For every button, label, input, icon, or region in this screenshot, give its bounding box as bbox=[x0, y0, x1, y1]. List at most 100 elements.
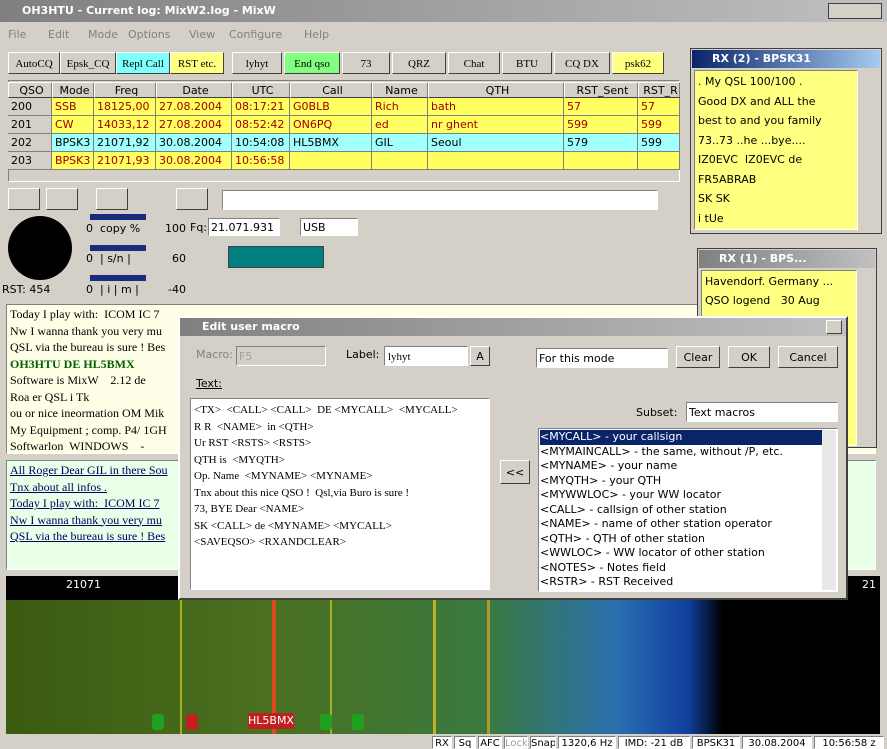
insert-button[interactable]: << bbox=[500, 460, 530, 484]
ok-button[interactable]: OK bbox=[728, 346, 770, 368]
macro-item[interactable]: <MYCALL> - your callsign bbox=[540, 430, 822, 445]
column-header: Call bbox=[290, 82, 372, 98]
mode-field[interactable]: USB bbox=[300, 218, 358, 236]
macro-text-line: <TX> <CALL> <CALL> DE <MYCALL> <MYCALL> bbox=[194, 402, 488, 418]
log-cell: 30.08.2004 bbox=[156, 152, 232, 170]
macro-item[interactable]: <NAME> - name of other station operator bbox=[540, 517, 822, 532]
macro-item[interactable]: <MYNAME> - your name bbox=[540, 459, 822, 474]
macro-button[interactable]: 73 bbox=[342, 52, 390, 74]
rx1-line: QSO logend 30 Aug bbox=[705, 291, 855, 310]
macro-item[interactable]: <WWLOC> - WW locator of other station bbox=[540, 546, 822, 561]
macro-item[interactable]: <CALL> - callsign of other station bbox=[540, 503, 822, 518]
subset-label: Subset: bbox=[636, 404, 684, 422]
channel-marker bbox=[320, 714, 332, 730]
freq-label: Fq: bbox=[190, 220, 208, 236]
rx2-line: SK SK bbox=[698, 189, 858, 208]
macro-item[interactable]: <MYMAINCALL> - the same, without /P, etc… bbox=[540, 445, 822, 460]
log-cell: 27.08.2004 bbox=[156, 116, 232, 134]
scope-combo[interactable]: For this mode bbox=[536, 348, 668, 368]
label-field[interactable]: lyhyt bbox=[384, 346, 468, 366]
log-cell: CW bbox=[52, 116, 94, 134]
tool-icon[interactable] bbox=[46, 188, 78, 210]
log-cell: 579 bbox=[564, 134, 638, 152]
log-cell: SSB bbox=[52, 98, 94, 116]
macro-item[interactable]: <MYQTH> - your QTH bbox=[540, 474, 822, 489]
log-cell: 21071,93 bbox=[94, 152, 156, 170]
font-button[interactable]: A bbox=[470, 346, 490, 366]
macro-combo[interactable]: F5 bbox=[236, 346, 326, 366]
tool-icon[interactable] bbox=[176, 188, 208, 210]
macro-button[interactable]: AutoCQ bbox=[8, 52, 60, 74]
status-field: Sq bbox=[454, 736, 476, 749]
gauge-max: 100 bbox=[160, 222, 186, 236]
macro-button[interactable]: Repl Call bbox=[116, 52, 170, 74]
status-field: 1320,6 Hz bbox=[558, 736, 616, 749]
macro-button[interactable]: Epsk_CQ bbox=[60, 52, 116, 74]
gauge-bar bbox=[90, 214, 146, 220]
freq-field[interactable]: 21.071.931 bbox=[208, 218, 280, 236]
status-field: BPSK31 bbox=[692, 736, 740, 749]
close-button[interactable] bbox=[826, 320, 842, 334]
tool-icon[interactable] bbox=[96, 188, 128, 210]
subset-combo[interactable]: Text macros bbox=[686, 402, 838, 422]
call-combo[interactable] bbox=[222, 190, 658, 210]
gauge-min: 0 bbox=[86, 222, 98, 236]
macro-item[interactable]: <MYWWLOC> - your WW locator bbox=[540, 488, 822, 503]
log-cell bbox=[428, 152, 564, 170]
column-header: RST_R bbox=[638, 82, 680, 98]
macro-text-line: 73, BYE Dear <NAME> bbox=[194, 501, 488, 517]
log-cell: 200 bbox=[8, 98, 52, 116]
signal-trace bbox=[487, 600, 490, 734]
menu-item[interactable]: File bbox=[8, 26, 42, 44]
macro-button[interactable]: End qso bbox=[284, 52, 340, 74]
log-cell: GIL bbox=[372, 134, 428, 152]
menu-item[interactable]: Options bbox=[128, 26, 183, 44]
tool-icon[interactable] bbox=[8, 188, 40, 210]
macro-button[interactable]: RST etc. bbox=[170, 52, 224, 74]
waterfall bbox=[6, 600, 880, 734]
macro-button[interactable]: lyhyt bbox=[232, 52, 282, 74]
menu-item[interactable]: Help bbox=[304, 26, 338, 44]
macro-button[interactable]: CQ DX bbox=[554, 52, 610, 74]
log-cell: 201 bbox=[8, 116, 52, 134]
log-cell: Seoul bbox=[428, 134, 564, 152]
channel-marker bbox=[186, 714, 198, 730]
log-cell: 599 bbox=[638, 116, 680, 134]
status-field: 30.08.2004 bbox=[742, 736, 812, 749]
menu-item[interactable]: Edit bbox=[48, 26, 82, 44]
macro-button[interactable]: QRZ bbox=[392, 52, 446, 74]
log-cell bbox=[290, 152, 372, 170]
log-cell: Rich bbox=[372, 98, 428, 116]
macro-item[interactable]: <QTH> - QTH of other station bbox=[540, 532, 822, 547]
gauge-min: 0 bbox=[86, 252, 98, 266]
signal-trace bbox=[180, 600, 182, 734]
macro-button[interactable]: BTU bbox=[502, 52, 552, 74]
scale-label: 21071 bbox=[66, 578, 106, 592]
status-field: 10:56:58 z bbox=[814, 736, 884, 749]
column-header: Date bbox=[156, 82, 232, 98]
rx1-title: RX (1) - BPS... bbox=[699, 250, 875, 268]
channel-marker bbox=[152, 714, 164, 730]
status-field: Lock bbox=[504, 736, 528, 749]
gauge-max: -40 bbox=[160, 283, 186, 297]
column-header: Freq bbox=[94, 82, 156, 98]
column-header: RST_Sent bbox=[564, 82, 638, 98]
status-field: IMD: -21 dB bbox=[618, 736, 690, 749]
status-field: RX bbox=[432, 736, 452, 749]
rx1-line: Havendorf. Germany ... bbox=[705, 272, 855, 291]
cancel-button[interactable]: Cancel bbox=[778, 346, 838, 368]
menu-item[interactable]: View bbox=[189, 26, 223, 44]
macro-item[interactable]: <NOTES> - Notes field bbox=[540, 561, 822, 576]
clear-button[interactable]: Clear bbox=[676, 346, 720, 368]
menu-item[interactable]: Configure bbox=[229, 26, 298, 44]
log-cell: 57 bbox=[564, 98, 638, 116]
menu-item[interactable]: Mode bbox=[88, 26, 122, 44]
macro-button[interactable]: Chat bbox=[448, 52, 500, 74]
log-cell: ed bbox=[372, 116, 428, 134]
macro-text-line: <SAVEQSO> <RXANDCLEAR> bbox=[194, 534, 488, 550]
macro-item[interactable]: <RSTR> - RST Received bbox=[540, 575, 822, 590]
log-cell: HL5BMX bbox=[290, 134, 372, 152]
log-cell: 30.08.2004 bbox=[156, 134, 232, 152]
macro-button[interactable]: psk62 bbox=[612, 52, 664, 74]
rx2-line: i tUe bbox=[698, 209, 858, 228]
